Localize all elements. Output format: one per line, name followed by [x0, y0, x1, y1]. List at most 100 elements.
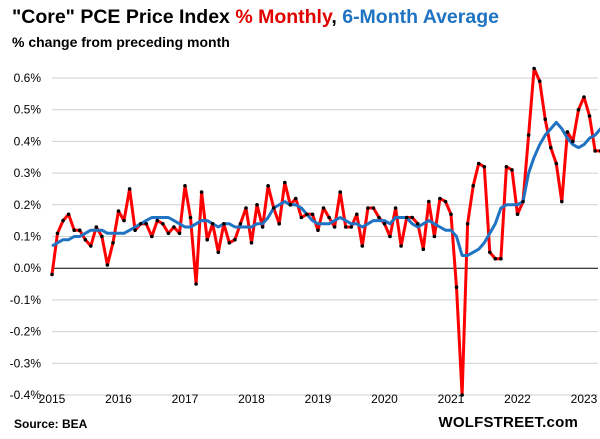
monthly-point — [554, 161, 559, 166]
monthly-point — [94, 225, 99, 229]
monthly-point — [537, 79, 542, 83]
monthly-point — [249, 241, 254, 245]
monthly-point — [582, 95, 586, 99]
monthly-point — [587, 114, 592, 118]
monthly-point — [482, 165, 487, 169]
monthly-point — [271, 206, 276, 210]
monthly-point — [138, 222, 143, 226]
monthly-point — [388, 234, 392, 239]
monthly-point — [50, 272, 54, 277]
monthly-point — [377, 215, 381, 220]
monthly-point — [72, 228, 76, 232]
title-monthly: % Monthly — [235, 6, 332, 28]
monthly-point — [316, 228, 320, 232]
monthly-point — [332, 225, 337, 229]
monthly-point — [210, 222, 215, 226]
monthly-point — [205, 237, 209, 242]
monthly-point — [416, 222, 420, 226]
monthly-point — [216, 250, 221, 255]
monthly-point — [521, 199, 525, 204]
monthly-point — [543, 117, 547, 121]
monthly-point — [321, 206, 326, 210]
monthly-point — [460, 393, 464, 397]
monthly-point — [100, 234, 104, 239]
y-tick-label: 0.2% — [14, 198, 42, 212]
y-tick-label: 0.3% — [14, 166, 42, 180]
monthly-point — [266, 184, 270, 188]
monthly-point — [294, 196, 298, 201]
monthly-point — [222, 222, 226, 226]
monthly-point — [571, 139, 575, 144]
monthly-point — [576, 107, 581, 112]
monthly-point — [493, 256, 498, 261]
monthly-point — [404, 215, 409, 220]
y-tick-label: 0.0% — [14, 261, 42, 275]
monthly-point — [371, 206, 376, 210]
monthly-point — [438, 196, 442, 201]
monthly-point — [499, 256, 503, 261]
title-core-pce: "Core" PCE Price Index — [12, 6, 236, 28]
x-tick-label: 2015 — [39, 392, 66, 406]
chart-subtitle: % change from preceding month — [12, 34, 230, 50]
monthly-point — [488, 250, 492, 255]
x-tick-label: 2023 — [571, 392, 598, 406]
series-line-six-month-average — [51, 120, 600, 257]
monthly-point — [172, 225, 176, 229]
y-tick-label: -0.3% — [10, 356, 42, 370]
x-tick-label: 2016 — [105, 392, 132, 406]
monthly-point — [421, 247, 426, 251]
monthly-point — [77, 228, 82, 232]
monthly-point — [133, 228, 137, 232]
monthly-point — [382, 222, 387, 226]
monthly-point — [177, 231, 182, 236]
monthly-point — [299, 215, 304, 220]
monthly-point — [355, 212, 359, 217]
monthly-point — [338, 190, 343, 194]
monthly-point — [449, 212, 453, 217]
monthly-point — [305, 212, 309, 217]
monthly-point — [105, 263, 110, 267]
monthly-point — [111, 241, 115, 245]
x-tick-label: 2022 — [504, 392, 531, 406]
monthly-point — [227, 241, 232, 245]
monthly-point — [122, 218, 126, 223]
x-tick-label: 2021 — [438, 392, 465, 406]
monthly-point — [194, 282, 198, 286]
monthly-point — [127, 187, 132, 191]
monthly-point — [66, 212, 71, 217]
y-tick-label: 0.5% — [14, 103, 42, 117]
monthly-point — [233, 237, 237, 242]
monthly-point — [410, 215, 415, 220]
y-tick-label: -0.1% — [10, 293, 42, 307]
monthly-point — [260, 225, 265, 229]
monthly-point — [366, 206, 370, 210]
y-tick-label: -0.2% — [10, 325, 42, 339]
monthly-point — [55, 231, 60, 236]
monthly-point — [283, 180, 287, 185]
monthly-point — [277, 222, 282, 226]
monthly-point — [393, 206, 398, 210]
monthly-point — [549, 145, 553, 150]
monthly-point — [504, 165, 509, 169]
monthly-point — [343, 225, 348, 229]
monthly-point — [515, 212, 520, 217]
monthly-point — [476, 161, 481, 166]
monthly-point — [465, 222, 470, 226]
x-tick-label: 2019 — [305, 392, 332, 406]
title-separator: , — [331, 6, 343, 28]
brand-watermark: WOLFSTREET.com — [438, 414, 578, 431]
source-note: Source: BEA — [14, 417, 88, 431]
monthly-point — [116, 209, 121, 213]
monthly-point — [166, 231, 171, 236]
monthly-point — [288, 203, 293, 207]
y-tick-label: 0.1% — [14, 230, 42, 244]
monthly-point — [238, 222, 243, 226]
x-tick-label: 2020 — [371, 392, 398, 406]
monthly-point — [244, 206, 248, 210]
y-tick-label: 0.4% — [14, 134, 42, 148]
monthly-point — [161, 222, 165, 226]
monthly-point — [427, 199, 431, 204]
monthly-point — [443, 199, 448, 204]
monthly-point — [183, 184, 187, 188]
